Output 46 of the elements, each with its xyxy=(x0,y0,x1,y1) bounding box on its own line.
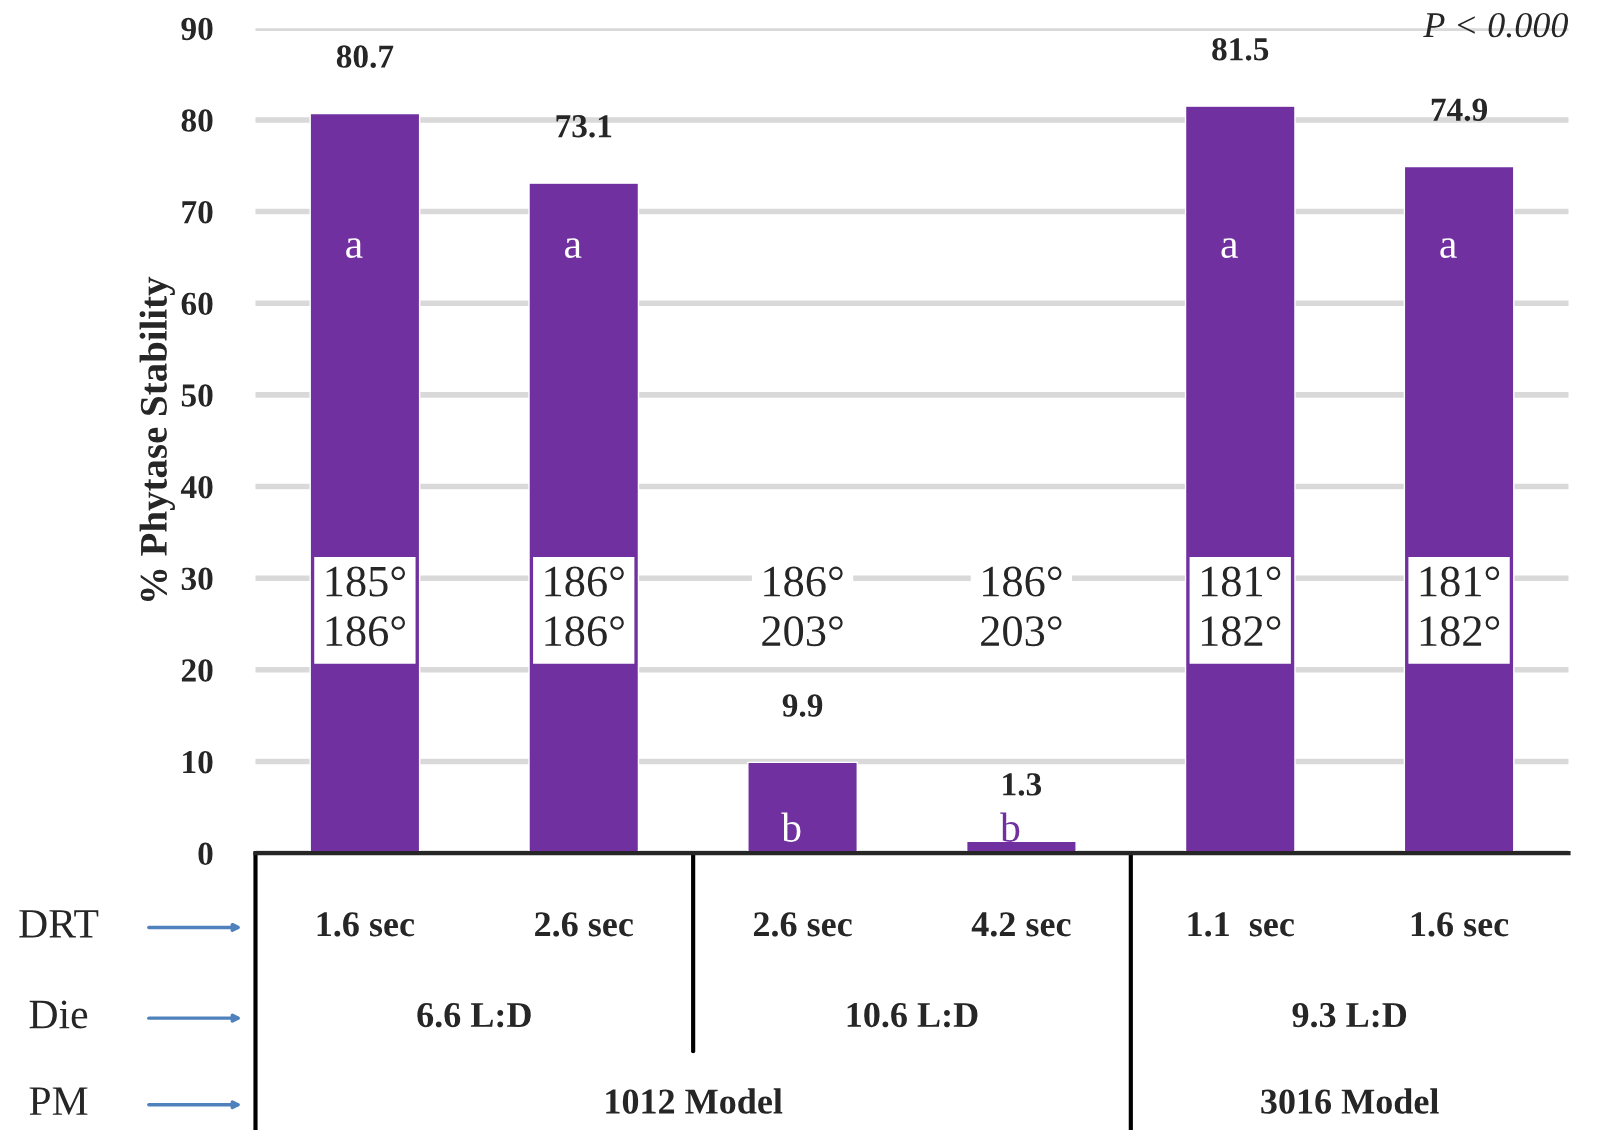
annotation: a xyxy=(1440,238,1457,259)
text: 3016 Model xyxy=(1261,1088,1439,1114)
annotation: a xyxy=(1221,238,1238,259)
annotation: 181° 182° xyxy=(1201,566,1281,647)
x-tick-label: 2.6 sec xyxy=(753,912,852,937)
y-tick-label: 80 xyxy=(181,109,213,132)
bar xyxy=(747,761,858,854)
y-tick-label: 30 xyxy=(181,567,213,591)
text: PM xyxy=(29,1087,88,1115)
data-label: 81.5 xyxy=(1212,38,1269,61)
y-tick-label: 60 xyxy=(181,292,213,316)
text: 1012 Model xyxy=(606,1088,783,1114)
annotation: 181° 182° xyxy=(1420,566,1500,647)
y-tick-label: 20 xyxy=(181,659,213,682)
y-tick-label: 40 xyxy=(180,475,213,499)
x-tick-label: 1.1 sec xyxy=(1188,912,1294,937)
y-tick-label: 50 xyxy=(181,384,213,407)
annotation: a xyxy=(565,238,582,259)
annotation: 185° 186° xyxy=(326,566,405,647)
text: Die xyxy=(29,1000,88,1029)
x-tick-label: 4.2 sec xyxy=(971,912,1071,937)
annotation: b xyxy=(1000,812,1020,842)
text: 6.6 L:D xyxy=(417,1002,531,1028)
annotation: 186° 203° xyxy=(762,566,843,647)
y-tick-label: 90 xyxy=(181,17,213,41)
text: 9.3 L:D xyxy=(1292,1002,1407,1028)
annotation: 186° 186° xyxy=(545,566,624,647)
data-label: 74.9 xyxy=(1431,98,1488,122)
data-label: 9.9 xyxy=(782,694,823,717)
data-label: 73.1 xyxy=(556,115,612,138)
y-tick-label: 10 xyxy=(183,750,213,774)
y-tick-label: 0 xyxy=(198,842,213,866)
text: DRT xyxy=(19,910,99,938)
data-label: 80.7 xyxy=(336,45,394,68)
y-axis-title: % Phytase Stability xyxy=(139,276,175,601)
data-label: 1.3 xyxy=(1003,773,1042,796)
x-tick-label: 2.6 sec xyxy=(535,912,633,937)
text: 10.6 L:D xyxy=(847,1002,978,1028)
annotation: 186° 203° xyxy=(981,566,1062,647)
annotation: b xyxy=(781,812,801,842)
y-tick-label: 70 xyxy=(182,200,213,224)
x-tick-label: 1.6 sec xyxy=(317,912,415,937)
x-tick-label: 1.6 sec xyxy=(1411,912,1509,937)
bar xyxy=(1184,105,1296,854)
annotation: P < 0.000 xyxy=(1423,12,1569,38)
annotation: a xyxy=(346,238,363,259)
